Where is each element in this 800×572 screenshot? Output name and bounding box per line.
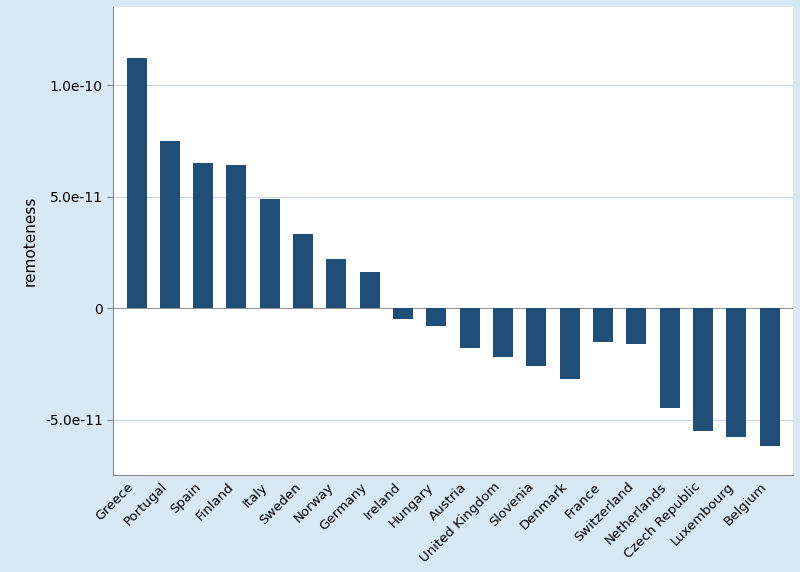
Bar <box>126 58 146 308</box>
Bar <box>460 308 480 348</box>
Bar <box>260 198 280 308</box>
Bar <box>326 259 346 308</box>
Bar <box>560 308 580 379</box>
Bar <box>693 308 713 431</box>
Bar <box>360 272 380 308</box>
Y-axis label: remoteness: remoteness <box>23 196 38 287</box>
Bar <box>160 141 180 308</box>
Bar <box>760 308 780 446</box>
Bar <box>493 308 513 357</box>
Bar <box>593 308 613 341</box>
Bar <box>526 308 546 366</box>
Bar <box>226 165 246 308</box>
Bar <box>193 163 213 308</box>
Bar <box>393 308 413 319</box>
Bar <box>426 308 446 326</box>
Bar <box>293 235 313 308</box>
Bar <box>626 308 646 344</box>
Bar <box>726 308 746 438</box>
Bar <box>660 308 680 408</box>
